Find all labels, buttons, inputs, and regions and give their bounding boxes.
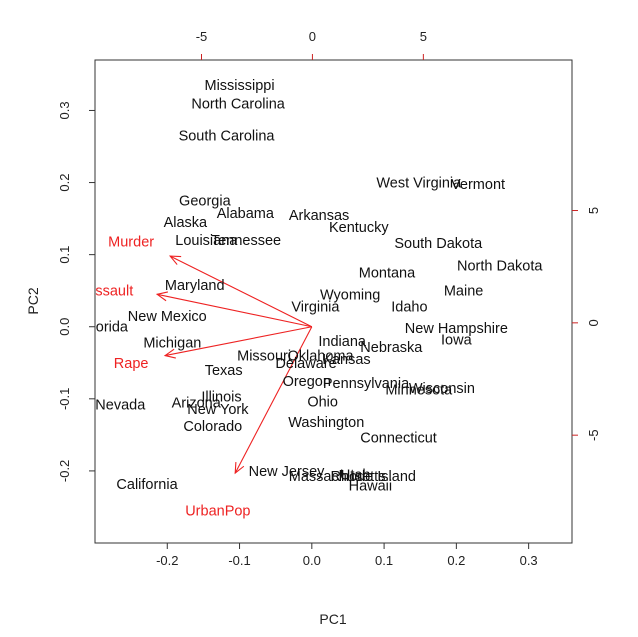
point-label: Hawaii	[349, 478, 393, 494]
point-label: New Jersey	[249, 464, 325, 480]
top-tick-label: 0	[309, 29, 316, 44]
point-label: Pennsylvania	[323, 376, 410, 392]
y-tick-label: 0.1	[57, 246, 72, 264]
point-label: Iowa	[441, 333, 473, 349]
point-label: Oregon	[283, 374, 331, 390]
point-label: Tennessee	[211, 233, 281, 249]
point-label: Georgia	[179, 194, 232, 210]
loading-arrow-line	[234, 326, 313, 474]
point-label: Ohio	[307, 395, 338, 411]
y-axis-right: -5 0 5	[572, 207, 601, 441]
loading-arrow-head	[168, 255, 182, 265]
loading-arrow-head	[234, 462, 245, 475]
point-label: Oklahoma	[287, 349, 354, 365]
point-label: Wyoming	[320, 287, 380, 303]
loading-label: Murder	[108, 235, 154, 251]
point-label: Wisconsin	[409, 381, 475, 397]
point-label: Kansas	[322, 352, 370, 368]
y-tick-label: -0.1	[57, 388, 72, 410]
top-tick-label: 5	[420, 29, 427, 44]
point-label: Nebraska	[360, 340, 423, 356]
right-tick-label: -5	[586, 429, 601, 441]
point-label: North Carolina	[191, 96, 285, 112]
y-tick-label: 0.2	[57, 174, 72, 192]
point-label: Alabama	[217, 206, 275, 222]
point-label: South Carolina	[179, 129, 276, 145]
point-label: Arizona	[172, 395, 222, 411]
point-label: Montana	[359, 266, 416, 282]
point-label: Nevada	[95, 398, 146, 414]
point-label: New Mexico	[128, 309, 207, 325]
y-tick-label: 0.0	[57, 318, 72, 336]
x-tick-label: -0.2	[156, 553, 178, 568]
point-label: Maine	[444, 284, 484, 300]
point-label: Indiana	[318, 334, 367, 350]
point-label: California	[116, 477, 178, 493]
loading-label: Assault	[86, 284, 134, 300]
loading-label: Rape	[114, 356, 149, 372]
state-labels: Mississippi North Carolina South Carolina G…	[84, 78, 543, 494]
point-label: Illinois	[201, 390, 241, 406]
point-label: Florida	[84, 320, 129, 336]
loading-arrow-line	[169, 255, 313, 328]
point-label: Texas	[205, 363, 243, 379]
point-label: Mississippi	[204, 78, 274, 94]
loading-arrows: Murder Assault Rape UrbanPop	[86, 235, 313, 520]
point-label: South Dakota	[394, 236, 483, 252]
point-label: New Hampshire	[405, 321, 508, 337]
right-tick-label: 5	[586, 207, 601, 214]
point-label: Delaware	[275, 356, 336, 372]
x-tick-label: 0.2	[447, 553, 465, 568]
loading-arrow-head	[163, 348, 176, 359]
loading-arrow-line	[157, 293, 312, 328]
point-label: Alaska	[164, 215, 208, 231]
point-label: Kentucky	[329, 220, 389, 236]
point-label: Utah	[340, 468, 371, 484]
point-label: Rhode Island	[331, 469, 416, 485]
point-label: New York	[187, 402, 249, 418]
point-label: Louisiana	[175, 233, 238, 249]
point-label: Washington	[288, 415, 364, 431]
point-label: Vermont	[451, 177, 505, 193]
point-label: Massachusetts	[289, 469, 386, 485]
point-label: Arkansas	[289, 208, 349, 224]
loading-arrow-line	[164, 326, 312, 357]
x-tick-label: 0.1	[375, 553, 393, 568]
point-label: Virginia	[291, 300, 340, 316]
point-label: Maryland	[165, 278, 225, 294]
point-label: West Virginia	[376, 176, 462, 192]
x-axis-top: -5 0 5	[196, 29, 427, 60]
point-label: North Dakota	[457, 258, 543, 274]
y-axis-left: -0.2 -0.1 0.0 0.1 0.2 0.3	[57, 101, 95, 482]
top-tick-label: -5	[196, 29, 208, 44]
x-axis-bottom: -0.2 -0.1 0.0 0.1 0.2 0.3	[156, 543, 538, 568]
y-tick-label: -0.2	[57, 460, 72, 482]
point-label: Connecticut	[360, 431, 437, 447]
x-tick-label: 0.3	[520, 553, 538, 568]
loading-arrow-head	[155, 291, 169, 302]
point-label: Missouri	[237, 349, 291, 365]
point-label: Idaho	[391, 300, 427, 316]
y-tick-label: 0.3	[57, 101, 72, 119]
plot-frame	[94, 59, 573, 544]
loading-label: UrbanPop	[185, 504, 250, 520]
x-axis-title: PC1	[319, 611, 346, 627]
x-tick-label: -0.1	[228, 553, 250, 568]
y-axis-title: PC2	[25, 287, 41, 314]
right-tick-label: 0	[586, 319, 601, 326]
point-label: Colorado	[183, 419, 242, 435]
point-label: Michigan	[143, 336, 201, 352]
point-label: Minnesota	[385, 382, 453, 398]
x-tick-label: 0.0	[303, 553, 321, 568]
